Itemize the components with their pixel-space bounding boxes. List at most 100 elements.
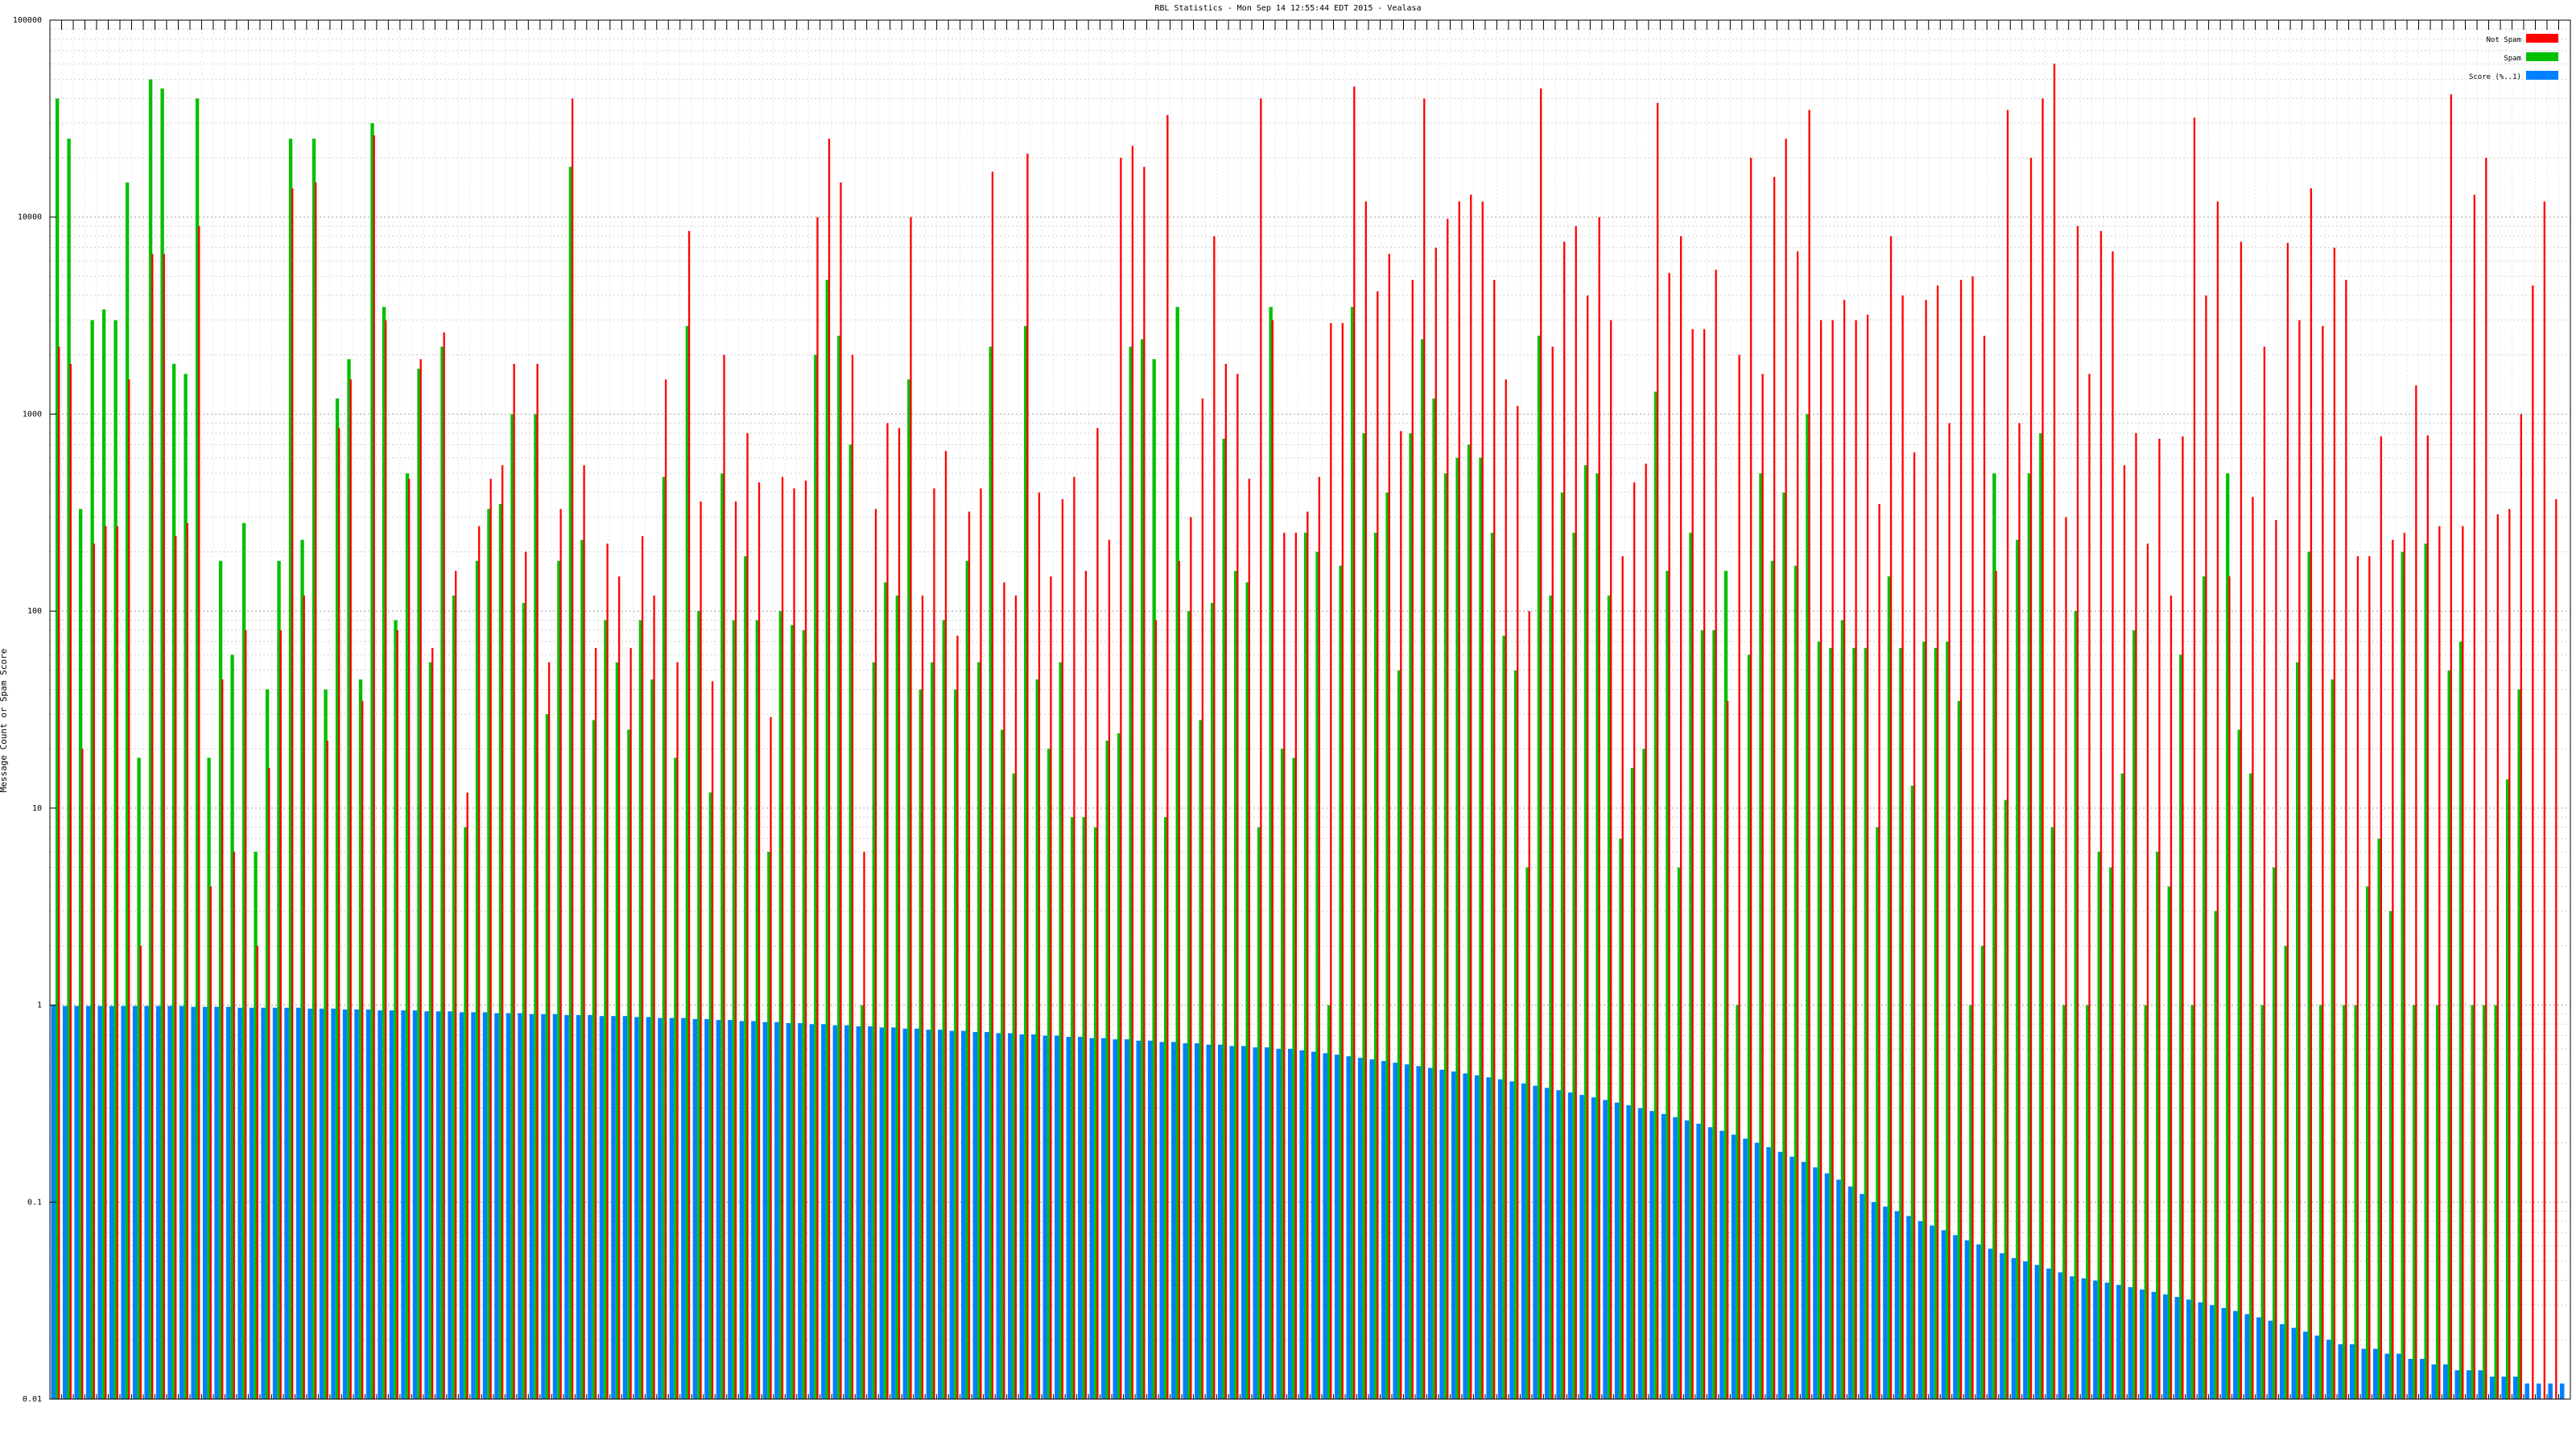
not-spam-bar	[559, 509, 562, 1399]
score-bar	[926, 1030, 931, 1399]
spam-bar	[90, 320, 94, 1400]
score-bar	[1976, 1244, 1981, 1399]
not-spam-bar	[385, 320, 387, 1400]
score-bar	[1766, 1147, 1771, 1399]
score-bar	[74, 1005, 79, 1399]
not-spam-bar	[2216, 201, 2219, 1399]
not-spam-bar	[723, 354, 725, 1400]
spam-bar	[1934, 647, 1938, 1399]
score-bar	[1509, 1081, 1514, 1399]
spam-bar	[1024, 326, 1028, 1399]
spam-bar	[2319, 1005, 2323, 1399]
not-spam-bar	[910, 217, 912, 1399]
not-spam-bar	[279, 630, 282, 1399]
score-bar	[1696, 1123, 1701, 1399]
score-bar	[552, 1013, 558, 1399]
not-spam-bar	[2496, 514, 2499, 1399]
axes: 0.01 0.1 1 10 100 1000 10000 100000	[13, 16, 2571, 1404]
spam-bar	[2447, 670, 2451, 1399]
not-spam-bar	[1645, 464, 1647, 1399]
spam-bar	[674, 758, 678, 1399]
spam-bar	[1525, 867, 1530, 1399]
spam-bar	[1794, 565, 1798, 1399]
not-spam-bar	[1691, 328, 1694, 1400]
score-bar	[2151, 1291, 2157, 1399]
not-spam-bar	[1458, 201, 1460, 1399]
spam-bar	[1327, 1005, 1331, 1399]
not-spam-bar	[81, 749, 84, 1399]
score-bar	[2478, 1370, 2483, 1399]
score-bar	[728, 1020, 733, 1399]
score-bar	[2338, 1344, 2343, 1399]
spam-bar	[534, 414, 538, 1399]
spam-bar	[1094, 827, 1098, 1399]
score-bar	[2384, 1353, 2390, 1399]
score-bar	[2128, 1286, 2133, 1399]
score-bar	[459, 1012, 464, 1399]
spam-bar	[662, 477, 667, 1400]
spam-bar	[1047, 749, 1051, 1399]
score-bar	[2104, 1282, 2110, 1399]
legend-swatch	[2526, 34, 2558, 43]
not-spam-bar	[1843, 299, 1846, 1399]
spam-bar	[1479, 457, 1483, 1399]
score-bar	[261, 1007, 266, 1399]
not-spam-bar	[1283, 532, 1286, 1399]
not-spam-bar	[443, 332, 445, 1399]
not-spam-bar	[2182, 436, 2184, 1399]
not-spam-bar	[2228, 576, 2231, 1399]
spam-bar	[2144, 1005, 2148, 1399]
spam-bar	[1001, 729, 1005, 1399]
score-bar	[1731, 1134, 1736, 1399]
score-bar	[868, 1026, 873, 1399]
not-spam-bar	[1587, 295, 1589, 1399]
not-spam-bar	[2041, 98, 2044, 1400]
score-bar	[2268, 1320, 2273, 1399]
score-bar	[716, 1020, 721, 1399]
spam-bar	[1992, 473, 1996, 1399]
score-bar	[681, 1018, 686, 1399]
score-bar	[424, 1011, 429, 1399]
spam-bar	[2097, 852, 2101, 1399]
spam-bar	[1164, 817, 1168, 1399]
spam-bar	[394, 620, 398, 1399]
score-bar	[611, 1016, 616, 1399]
score-bar	[1078, 1037, 1083, 1399]
score-bar	[2140, 1289, 2145, 1399]
not-spam-bar	[1633, 482, 1636, 1399]
not-spam-bar	[1855, 320, 1857, 1400]
spam-bar	[638, 620, 643, 1399]
spam-bar	[2004, 799, 2008, 1399]
spam-bar	[1560, 492, 1565, 1399]
spam-bar	[1806, 414, 1810, 1399]
not-spam-bar	[1621, 555, 1624, 1399]
not-spam-bar	[1481, 201, 1484, 1399]
not-spam-bar	[1610, 320, 1612, 1400]
spam-bar	[1303, 532, 1308, 1399]
score-bar	[786, 1022, 791, 1399]
spam-bar	[1770, 560, 1775, 1399]
spam-bar	[1059, 662, 1063, 1399]
not-spam-bar	[1925, 299, 1927, 1399]
score-bar	[1474, 1075, 1480, 1399]
not-spam-bar	[583, 464, 585, 1399]
not-spam-bar	[524, 551, 527, 1399]
spam-bar	[1583, 464, 1588, 1399]
not-spam-bar	[758, 482, 761, 1399]
spam-bar	[1315, 551, 1319, 1399]
score-bar	[1101, 1038, 1106, 1399]
spam-bar	[2039, 433, 2043, 1400]
score-bar	[1790, 1156, 1794, 1399]
spam-bar	[1899, 647, 1903, 1399]
score-bar	[2233, 1311, 2238, 1399]
spam-bar	[1071, 817, 1075, 1399]
not-spam-bar	[956, 635, 959, 1399]
spam-bar	[2167, 886, 2171, 1399]
not-spam-bar	[163, 254, 165, 1399]
score-bar	[2046, 1268, 2051, 1399]
not-spam-bar	[2403, 532, 2406, 1399]
score-bar	[354, 1009, 359, 1399]
score-bar	[1323, 1053, 1327, 1399]
not-spam-bar	[816, 217, 819, 1399]
